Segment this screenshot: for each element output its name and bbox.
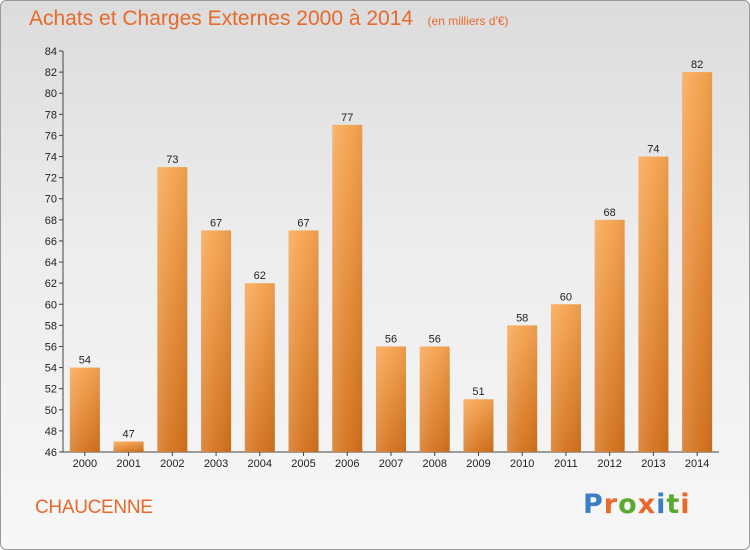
bar-shine	[244, 283, 275, 452]
bar-shine	[682, 72, 713, 453]
x-tick-label: 2008	[422, 458, 446, 470]
y-tick-label: 78	[45, 109, 57, 121]
bar-shine	[507, 325, 538, 452]
y-tick-label: 52	[45, 384, 57, 396]
logo-letter: r	[603, 489, 619, 520]
y-tick-label: 48	[45, 426, 57, 438]
x-tick-label: 2000	[73, 458, 97, 470]
bar-shine	[638, 156, 669, 453]
bar-value-label: 82	[691, 59, 703, 71]
bar-shine	[550, 304, 581, 452]
logo-letter: x	[637, 489, 657, 520]
bar-shine	[69, 367, 100, 452]
logo-letter: o	[618, 489, 638, 520]
bar-value-label: 74	[647, 144, 659, 156]
bar-value-label: 51	[472, 386, 484, 398]
city-name: CHAUCENNE	[35, 497, 153, 518]
bar-value-label: 62	[254, 270, 266, 282]
y-tick-label: 60	[45, 299, 57, 311]
bar-shine	[157, 167, 188, 452]
bar-value-label: 67	[297, 217, 309, 229]
y-tick-label: 84	[45, 46, 57, 58]
x-tick-label: 2006	[335, 458, 359, 470]
y-tick-label: 70	[45, 194, 57, 206]
bar-shine	[463, 399, 494, 452]
bar-shine	[201, 230, 232, 452]
bar-value-label: 56	[429, 333, 441, 345]
bar-shine	[419, 346, 450, 452]
proxiti-logo: Proxiti	[583, 489, 691, 520]
y-tick-label: 76	[45, 130, 57, 142]
y-tick-label: 54	[45, 363, 57, 375]
y-tick-label: 64	[45, 257, 57, 269]
x-tick-label: 2003	[204, 458, 228, 470]
y-tick-label: 50	[45, 405, 57, 417]
bar-value-label: 54	[79, 355, 91, 367]
x-tick-label: 2011	[554, 458, 578, 470]
bar-value-label: 60	[560, 291, 572, 303]
bar-value-label: 58	[516, 312, 528, 324]
logo-letter: i	[656, 489, 667, 520]
x-tick-label: 2012	[597, 458, 621, 470]
x-tick-label: 2009	[466, 458, 490, 470]
bar-value-label: 67	[210, 217, 222, 229]
x-tick-label: 2013	[641, 458, 665, 470]
y-tick-label: 56	[45, 341, 57, 353]
y-tick-label: 46	[45, 447, 57, 459]
bar-shine	[376, 346, 406, 452]
chart-title-main: Achats et Charges Externes 2000 à 2014	[29, 7, 414, 30]
bar-value-label: 47	[122, 428, 134, 440]
x-tick-label: 2010	[510, 458, 534, 470]
bar-shine	[332, 124, 363, 453]
y-tick-label: 80	[45, 88, 57, 100]
logo-letter: i	[680, 489, 691, 520]
chart-title: Achats et Charges Externes 2000 à 2014 (…	[29, 7, 509, 31]
bar-shine	[594, 219, 625, 452]
y-tick-label: 82	[45, 67, 57, 79]
x-tick-label: 2001	[116, 458, 140, 470]
y-tick-label: 68	[45, 215, 57, 227]
bar-value-label: 77	[341, 112, 353, 124]
chart-bars: 54 47 73 67 62 67 77 56 56 51 58 60 68 74 82	[69, 59, 713, 453]
y-tick-label: 62	[45, 278, 57, 290]
y-tick-label: 72	[45, 173, 57, 185]
x-tick-label: 2002	[160, 458, 184, 470]
x-tick-label: 2014	[685, 458, 709, 470]
x-tick-label: 2005	[291, 458, 315, 470]
bar-shine	[113, 441, 144, 452]
bar-value-label: 68	[604, 207, 616, 219]
logo-letter: P	[583, 489, 604, 520]
y-tick-label: 74	[45, 152, 57, 164]
x-tick-label: 2004	[248, 458, 272, 470]
bar-shine	[288, 230, 319, 452]
y-tick-label: 58	[45, 320, 57, 332]
chart-title-unit: (en milliers d'€)	[427, 14, 509, 28]
bar-value-label: 73	[166, 154, 178, 166]
logo-letter: t	[666, 489, 681, 520]
x-tick-label: 2007	[379, 458, 403, 470]
bar-value-label: 56	[385, 333, 397, 345]
y-tick-label: 66	[45, 236, 57, 248]
